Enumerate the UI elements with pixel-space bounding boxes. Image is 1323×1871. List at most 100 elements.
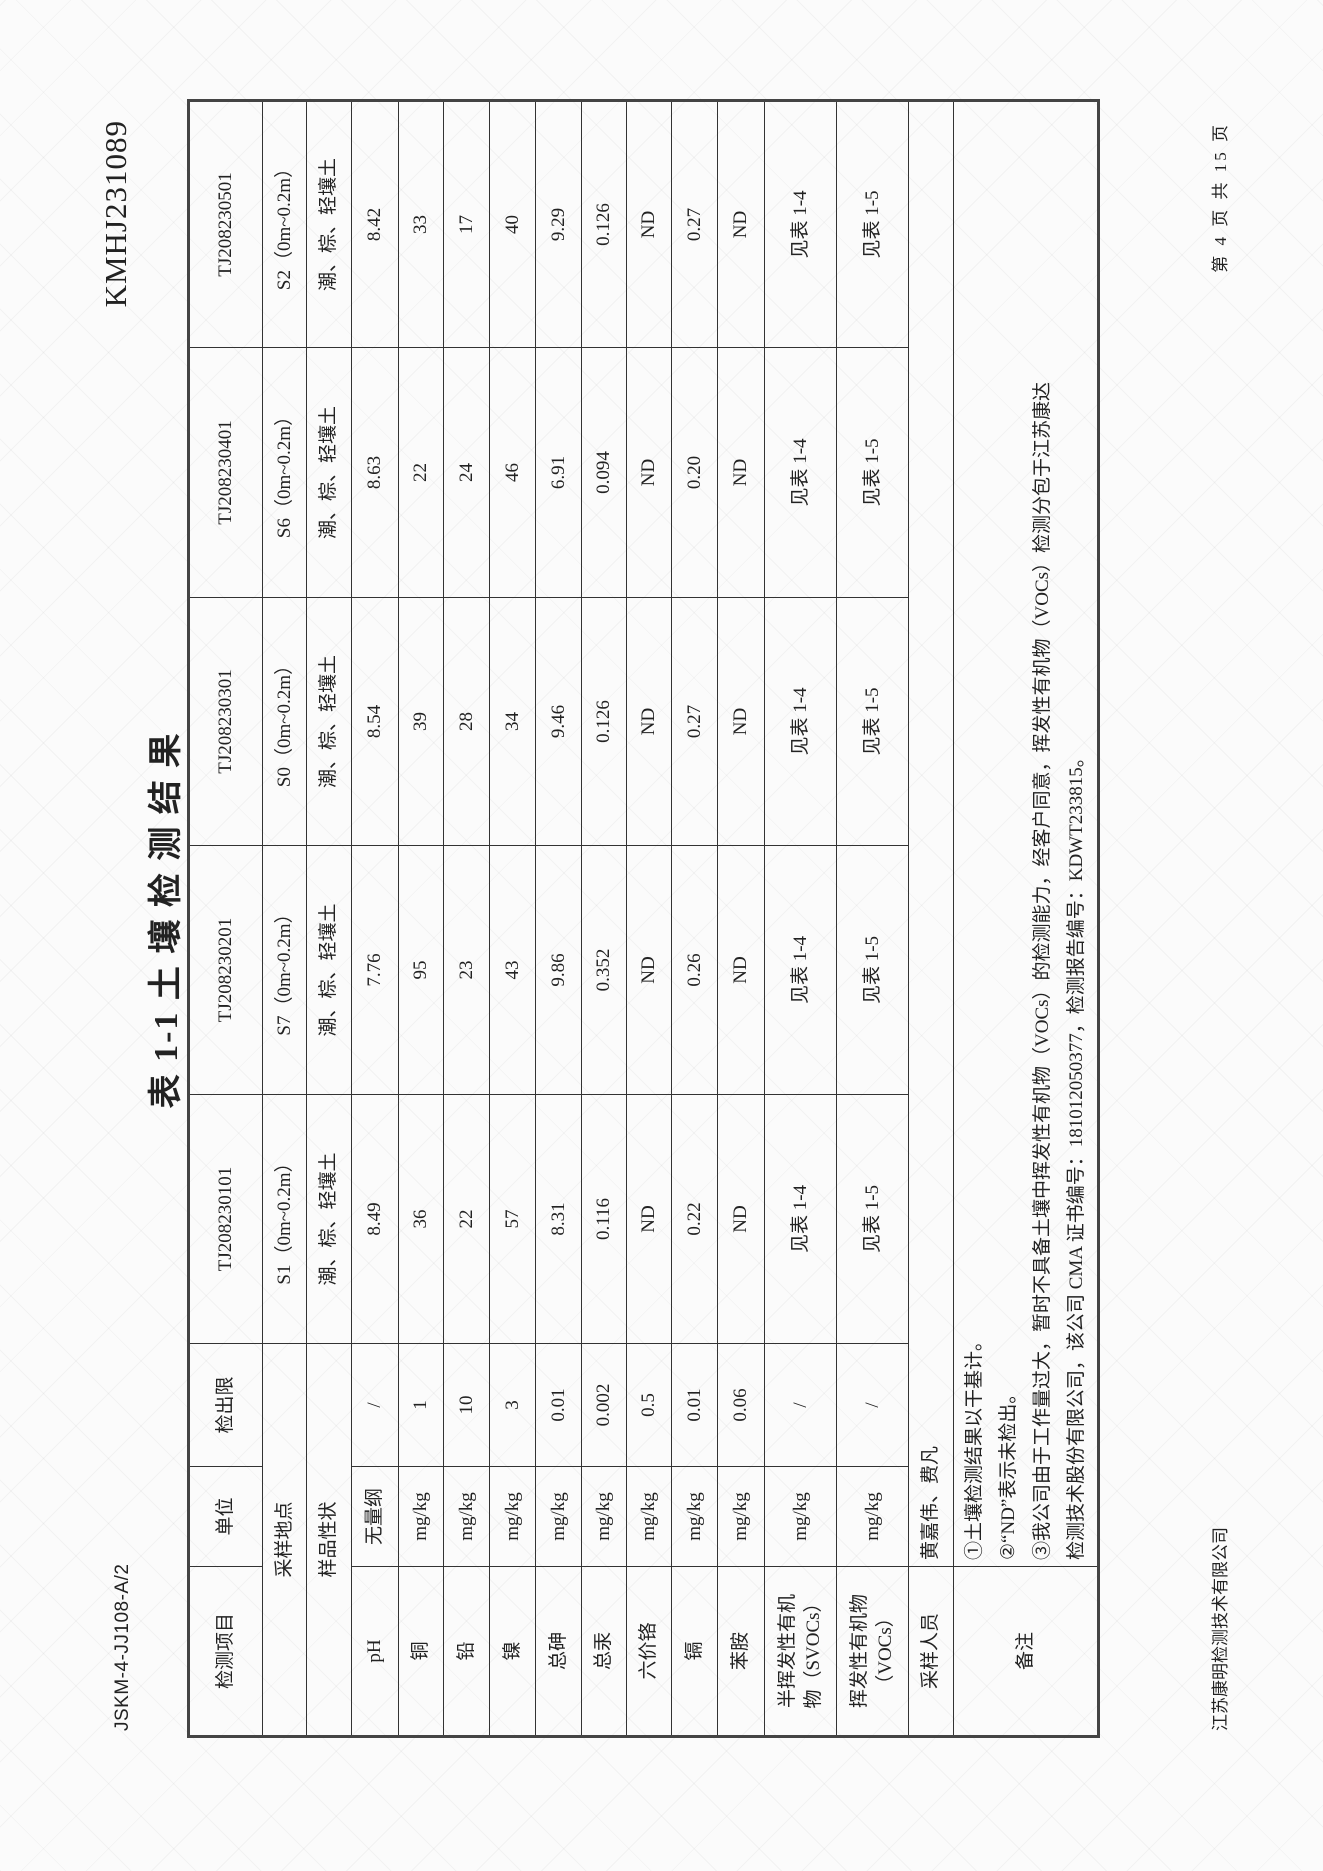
unit-cell: mg/kg <box>717 1466 765 1567</box>
site-cell: S0（0m~0.2m） <box>262 597 307 846</box>
value-cell: 见表 1-4 <box>764 597 837 846</box>
value-cell: 8.54 <box>351 597 399 846</box>
site-row: 采样地点 S1（0m~0.2m） S7（0m~0.2m） S0（0m~0.2m） S6（… <box>262 100 307 1737</box>
limit-cell: 1 <box>398 1343 444 1467</box>
value-cell: 9.46 <box>535 597 582 846</box>
header-sample-id: TJ208230301 <box>188 597 263 846</box>
value-cell: ND <box>717 100 765 348</box>
unit-cell: mg/kg <box>581 1466 627 1567</box>
value-cell: 见表 1-5 <box>836 347 909 598</box>
value-cell: ND <box>717 347 765 598</box>
item-cell: 铜 <box>398 1566 444 1737</box>
remarks-cell: ①土壤检测结果以干基计。 ②“ND”表示未检出。 ③我公司由于工作量过大，暂时不具备… <box>953 100 1099 1567</box>
site-cell: S7（0m~0.2m） <box>262 845 307 1095</box>
sampler-row: 采样人员 黄嘉伟、费凡 <box>908 100 954 1737</box>
value-cell: 见表 1-5 <box>836 845 909 1095</box>
table-row: 苯胺 mg/kg 0.06 ND ND ND ND ND <box>717 100 765 1737</box>
item-cell: 半挥发性有机 物（SVOCs） <box>764 1566 837 1737</box>
remarks-row: 备注 ①土壤检测结果以干基计。 ②“ND”表示未检出。 ③我公司由于工作量过大，暂时不… <box>953 100 1099 1737</box>
value-cell: 23 <box>443 845 490 1095</box>
limit-cell: / <box>764 1343 837 1467</box>
remark-line: ③我公司由于工作量过大，暂时不具备土壤中挥发性有机物（VOCs）的检测能力，经客… <box>1031 381 1053 1560</box>
value-cell: ND <box>626 1094 672 1344</box>
value-cell: ND <box>717 1094 765 1344</box>
value-cell: 9.29 <box>535 100 582 348</box>
state-row: 样品性状 潮、棕、轻壤土 潮、棕、轻壤土 潮、棕、轻壤土 潮、棕、轻壤土 潮、棕、轻壤土 <box>306 100 352 1737</box>
unit-cell: mg/kg <box>535 1466 582 1567</box>
value-cell: 见表 1-4 <box>764 1094 837 1344</box>
soil-test-results-table: 检测项目 单位 检出限 TJ208230101 TJ208230201 TJ2082303… <box>187 99 1100 1738</box>
limit-cell: / <box>351 1343 399 1467</box>
value-cell: 0.27 <box>671 597 718 846</box>
value-cell: 36 <box>398 1094 444 1344</box>
unit-cell: mg/kg <box>443 1466 490 1567</box>
form-code: JSKM-4-JJ108-A/2 <box>112 1563 133 1731</box>
value-cell: 40 <box>489 100 536 348</box>
limit-cell: 0.01 <box>535 1343 582 1467</box>
page-number: 第 4 页 共 15 页 <box>1211 122 1230 273</box>
item-cell: 挥发性有机物 （VOCs） <box>836 1566 909 1737</box>
value-cell: 6.91 <box>535 347 582 598</box>
header-limit: 检出限 <box>188 1343 263 1467</box>
site-cell: S6（0m~0.2m） <box>262 347 307 598</box>
value-cell: 见表 1-5 <box>836 1094 909 1344</box>
value-cell: 7.76 <box>351 845 399 1095</box>
table-row: 镍 mg/kg 3 57 43 34 46 40 <box>489 100 536 1737</box>
value-cell: 57 <box>489 1094 536 1344</box>
remark-line: ①土壤检测结果以干基计。 <box>963 1331 985 1560</box>
header-sample-id: TJ208230101 <box>188 1094 263 1344</box>
value-cell: ND <box>626 597 672 846</box>
item-cell: 铅 <box>443 1566 490 1737</box>
value-cell: 0.126 <box>581 597 627 846</box>
unit-cell: mg/kg <box>671 1466 718 1567</box>
value-cell: 8.49 <box>351 1094 399 1344</box>
limit-cell: 10 <box>443 1343 490 1467</box>
value-cell: 43 <box>489 845 536 1095</box>
value-cell: 0.22 <box>671 1094 718 1344</box>
value-cell: 0.116 <box>581 1094 627 1344</box>
unit-cell: mg/kg <box>398 1466 444 1567</box>
value-cell: 9.86 <box>535 845 582 1095</box>
state-cell: 潮、棕、轻壤土 <box>306 597 352 846</box>
state-label: 样品性状 <box>306 1343 352 1737</box>
value-cell: 0.126 <box>581 100 627 348</box>
header-sample-id: TJ208230401 <box>188 347 263 598</box>
report-number: KMHJ231089 <box>98 120 133 308</box>
table-title: 表 1-1 土 壤 检 测 结 果 <box>148 731 185 1109</box>
unit-cell: mg/kg <box>836 1466 909 1567</box>
table-row: 铅 mg/kg 10 22 23 28 24 17 <box>443 100 490 1737</box>
site-label: 采样地点 <box>262 1343 307 1737</box>
remark-line: 检测技术股份有限公司，该公司 CMA 证书编号：181012050377，检测报… <box>1065 748 1087 1560</box>
value-cell: 95 <box>398 845 444 1095</box>
value-cell: 46 <box>489 347 536 598</box>
value-cell: 34 <box>489 597 536 846</box>
limit-cell: 0.5 <box>626 1343 672 1467</box>
value-cell: 28 <box>443 597 490 846</box>
value-cell: ND <box>717 597 765 846</box>
value-cell: 33 <box>398 100 444 348</box>
value-cell: 见表 1-5 <box>836 100 909 348</box>
state-cell: 潮、棕、轻壤土 <box>306 100 352 348</box>
value-cell: 0.20 <box>671 347 718 598</box>
state-cell: 潮、棕、轻壤土 <box>306 347 352 598</box>
table-row: 半挥发性有机 物（SVOCs） mg/kg / 见表 1-4 见表 1-4 见表 1-4 见… <box>764 100 837 1737</box>
unit-cell: mg/kg <box>489 1466 536 1567</box>
value-cell: 0.27 <box>671 100 718 348</box>
site-cell: S2（0m~0.2m） <box>262 100 307 348</box>
value-cell: 17 <box>443 100 490 348</box>
limit-cell: 0.002 <box>581 1343 627 1467</box>
value-cell: 24 <box>443 347 490 598</box>
remark-line: ②“ND”表示未检出。 <box>997 1384 1019 1560</box>
item-cell: 苯胺 <box>717 1566 765 1737</box>
remarks-label: 备注 <box>953 1566 1099 1737</box>
value-cell: ND <box>626 845 672 1095</box>
value-cell: 22 <box>443 1094 490 1344</box>
unit-cell: 无量纲 <box>351 1466 399 1567</box>
value-cell: 见表 1-4 <box>764 347 837 598</box>
header-unit: 单位 <box>188 1466 263 1567</box>
state-cell: 潮、棕、轻壤土 <box>306 845 352 1095</box>
table-row: 总汞 mg/kg 0.002 0.116 0.352 0.126 0.094 0.126 <box>581 100 627 1737</box>
header-sample-id: TJ208230201 <box>188 845 263 1095</box>
value-cell: 8.63 <box>351 347 399 598</box>
